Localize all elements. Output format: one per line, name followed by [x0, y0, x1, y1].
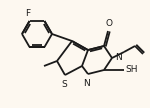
Text: SH: SH — [125, 65, 138, 75]
Text: F: F — [25, 9, 30, 18]
Text: O: O — [105, 19, 112, 28]
Text: N: N — [115, 52, 122, 61]
Text: S: S — [61, 80, 67, 89]
Text: N: N — [84, 79, 90, 88]
